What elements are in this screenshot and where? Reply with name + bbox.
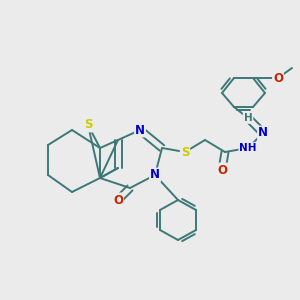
Text: N: N [150, 169, 160, 182]
Text: N: N [258, 127, 268, 140]
Text: O: O [217, 164, 227, 176]
Text: H: H [244, 113, 252, 123]
Text: O: O [273, 71, 283, 85]
Text: NH: NH [239, 143, 257, 153]
Text: O: O [113, 194, 123, 206]
Text: S: S [84, 118, 92, 131]
Text: N: N [135, 124, 145, 136]
Text: S: S [181, 146, 189, 158]
